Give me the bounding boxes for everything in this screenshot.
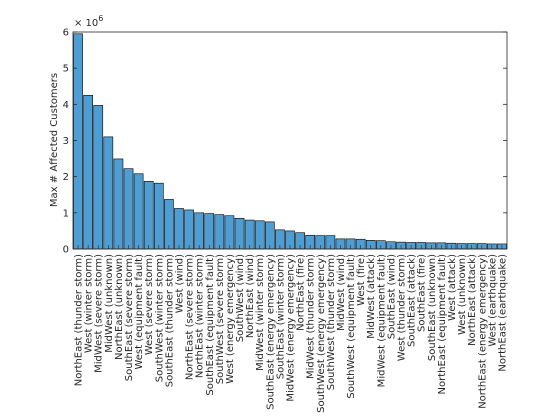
bar	[234, 217, 245, 250]
bar	[143, 181, 154, 250]
x-tick-label: NorthEast (unknown)	[114, 254, 125, 360]
y-tick-label: 6	[63, 28, 69, 39]
x-tick-label: West (severe storm)	[144, 254, 155, 355]
x-tick-label: NorthEast (fire)	[296, 254, 307, 331]
x-tick-label: MidWest (wind)	[336, 254, 347, 331]
x-tick-label: SouthEast (unknown)	[427, 254, 438, 361]
x-tick-label: SouthWest (energy emergency)	[316, 254, 327, 413]
x-tick-label: NorthEast (energy emergency)	[477, 254, 488, 409]
x-tick-label: SouthEast (attack)	[407, 254, 418, 347]
y-tick-label: 5	[63, 64, 69, 75]
y-tick-label: 1	[63, 208, 69, 219]
x-tick-label: MidWest (severe storm)	[94, 254, 105, 373]
x-tick-label: NorthEast (attack)	[467, 254, 478, 346]
x-tick-label: SouthEast (equipment fault)	[205, 254, 216, 396]
x-tick-label: MidWest (attack)	[366, 254, 377, 339]
bar	[194, 212, 204, 250]
x-tick-label: NorthEast (wind)	[245, 254, 256, 338]
bar	[73, 33, 83, 250]
x-tick-label: West (earthquake)	[487, 254, 498, 347]
x-tick-label: West (fire)	[356, 254, 367, 306]
x-tick-label: SouthWest (severe storm)	[215, 254, 226, 384]
x-tick-label: SouthWest (equipment fault)	[346, 254, 357, 399]
bar	[153, 182, 164, 250]
x-tick-label: SouthWest (wind)	[235, 254, 246, 342]
x-tick-label: MidWest (thunder storm)	[306, 254, 317, 379]
bar	[133, 173, 144, 250]
x-tick-label: SouthWest (winter storm)	[154, 254, 165, 382]
bar	[184, 209, 194, 250]
bar	[204, 213, 215, 250]
bars-group	[73, 33, 507, 250]
bar	[224, 215, 235, 250]
x-axis: NorthEast (thunder storm) West (winter st…	[74, 245, 508, 413]
x-tick-label: SouthEast (winter storm)	[275, 254, 286, 379]
x-tick-label: SouthWest (thunder storm)	[326, 254, 337, 390]
x-tick-label: NorthEast (winter storm)	[195, 254, 206, 378]
x-tick-label: NorthEast (thunder storm)	[74, 254, 85, 386]
x-tick-label: SouthEast (thunder storm)	[164, 254, 175, 387]
x-tick-label: SouthEast (severe storm)	[124, 254, 135, 381]
y-axis-label: Max # Affected Customers	[49, 73, 60, 207]
exponent-base: × 10	[74, 18, 98, 29]
x-tick-label: West (attack)	[447, 254, 458, 321]
y-axis: 0 1 2 3 4 5 6	[63, 28, 507, 256]
x-tick-label: West (wind)	[174, 254, 185, 313]
bar	[93, 105, 104, 250]
x-tick-label: NorthEast (severe storm)	[185, 254, 196, 380]
bar	[174, 208, 184, 250]
x-tick-label: West (thunder storm)	[397, 254, 408, 361]
bar	[214, 214, 225, 250]
x-tick-label: MidWest (equipment fault)	[376, 254, 387, 387]
x-tick-label: SouthEast (fire)	[417, 254, 428, 332]
x-tick-label: SouthEast (energy emergency)	[265, 254, 276, 410]
bar	[244, 219, 255, 250]
y-tick-label: 2	[63, 172, 69, 183]
y-tick-label: 3	[63, 136, 69, 147]
x-tick-label: SouthEast (wind)	[386, 254, 397, 339]
y-axis-exponent: × 106	[74, 14, 103, 29]
bar	[264, 221, 275, 250]
x-tick-label: West (unknown)	[457, 254, 468, 335]
bar	[103, 136, 114, 250]
x-tick-label: MidWest (winter storm)	[255, 254, 266, 371]
y-tick-label: 4	[63, 100, 69, 111]
x-tick-label: MidWest (unknown)	[104, 254, 115, 353]
x-tick-label: NorthEast (equipment fault)	[437, 254, 448, 395]
y-tick-label: 0	[63, 245, 69, 256]
x-tick-label: West (energy emergency)	[225, 254, 236, 384]
x-tick-label: West (winter storm)	[84, 254, 95, 353]
x-tick-label: West (equipment fault)	[134, 254, 145, 370]
bar	[164, 199, 174, 250]
bar	[83, 94, 93, 250]
bar	[113, 158, 124, 250]
x-tick-label: NorthEast (earthquake)	[497, 254, 508, 372]
exponent-power: 6	[98, 14, 103, 23]
x-tick-label: MidWest (energy emergency)	[286, 254, 297, 402]
bar	[254, 220, 265, 250]
bar	[123, 168, 134, 250]
